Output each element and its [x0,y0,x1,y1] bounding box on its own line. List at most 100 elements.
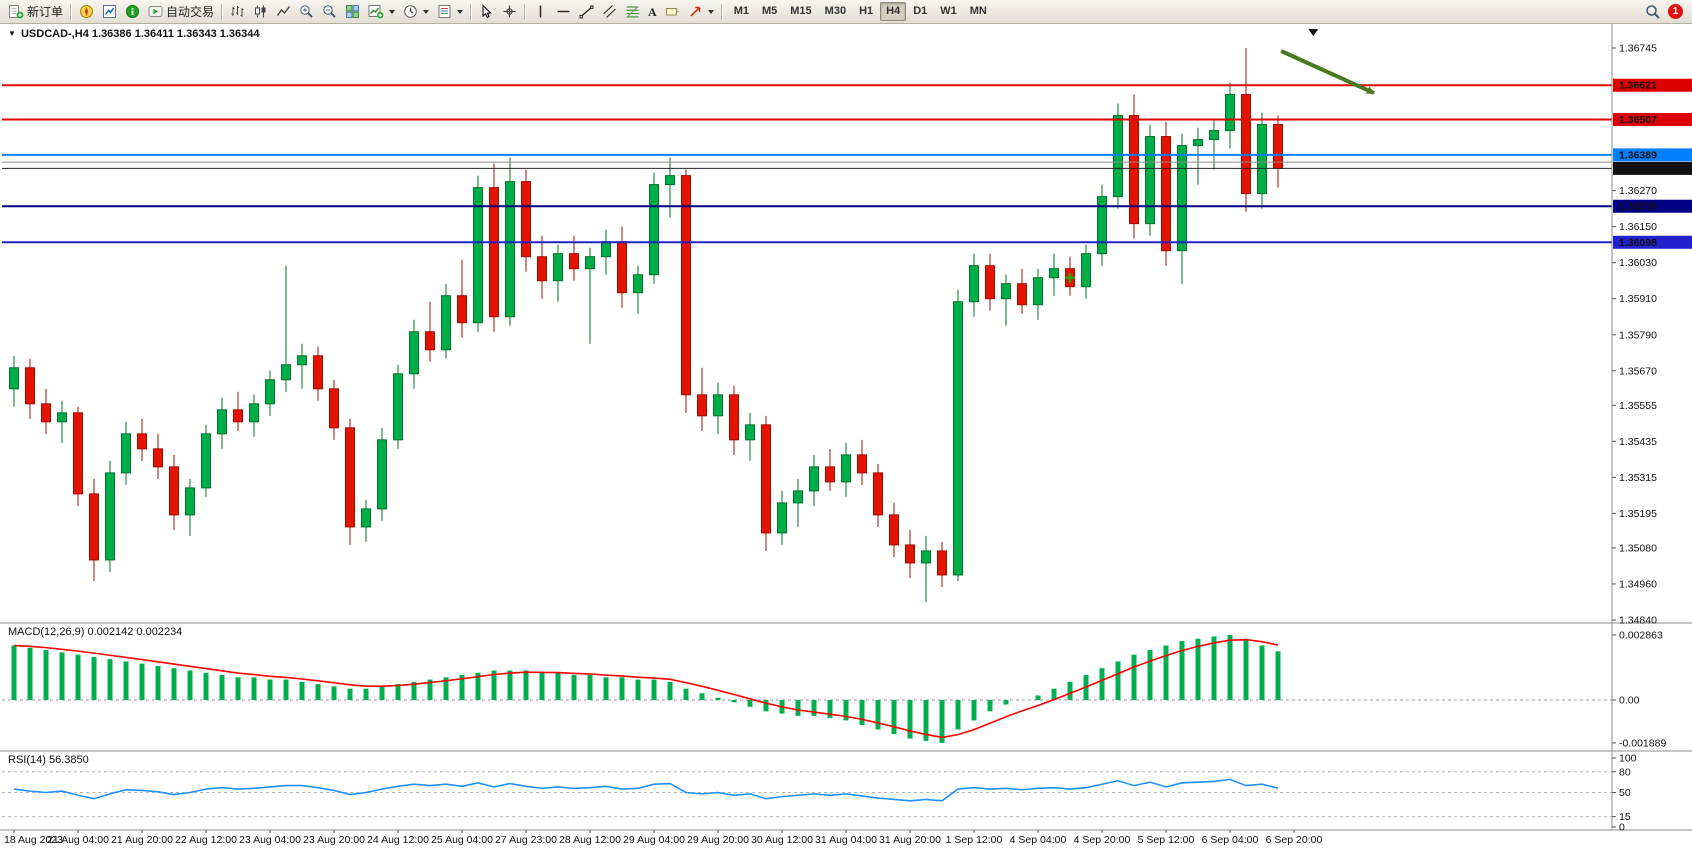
candle [1129,94,1139,239]
plus-marker [1065,272,1075,283]
candle [489,163,499,332]
candle [1081,244,1091,299]
candle [1225,82,1235,149]
horizontal-line-button[interactable] [552,1,575,23]
candle [681,169,691,413]
candle [713,382,723,434]
candle [121,421,131,485]
candle [825,448,835,491]
candle [393,364,403,449]
trendline-button[interactable] [575,1,598,23]
toolbar-separator [221,3,224,20]
line-chart-button[interactable] [272,1,295,23]
candlestick-chart-button[interactable] [249,1,272,23]
time-axis-label: 30 Aug 12:00 [751,834,813,846]
timeframe-group: M1 M5 M15 M30 H1 H4 D1 W1 MN [728,2,993,21]
price-axis-label: 1.35435 [1619,436,1657,448]
candle [425,301,435,362]
compass-icon [80,5,94,18]
candle [169,454,179,530]
candle [73,406,83,506]
periods-button[interactable] [399,1,433,23]
cursor-button[interactable] [475,1,498,23]
notification-badge[interactable]: 1 [1668,4,1683,19]
tile-windows-icon [346,5,360,19]
price-axis-label: 1.35790 [1619,329,1657,341]
indicators-button[interactable] [364,1,399,23]
price-line-badge [1613,78,1692,92]
market-watch-button[interactable] [98,1,121,23]
candle [297,343,307,389]
candle [9,355,19,407]
price-axis-label: 1.36030 [1619,257,1657,269]
rsi-axis-label: 15 [1619,811,1631,823]
candle [473,175,483,332]
candle [889,502,899,557]
toolbar-separator [524,3,527,20]
fibonacci-button[interactable] [621,1,644,23]
timeframe-button-h1[interactable]: H1 [859,5,874,17]
main-toolbar: 新订单 自动交易 A M1 M5 M15 M30 H1 H4 D1 W1 MN 1 [0,0,1692,24]
rsi-axis-label: 0 [1619,822,1625,834]
text-button[interactable]: A [644,1,661,23]
time-axis-label: 1 Sep 12:00 [946,834,1003,846]
green-arrow-annotation[interactable] [1280,49,1375,95]
price-axis-label: 1.35315 [1619,472,1657,484]
toolbar-separator [470,3,473,20]
zoom-out-button[interactable] [318,1,341,23]
horizontal-line-icon [557,10,570,13]
fibonacci-icon [626,6,639,18]
timeframe-button-m30[interactable]: M30 [824,5,847,17]
candle [905,529,915,578]
timeframe-button-d1[interactable]: D1 [913,5,928,17]
chevron-down-icon [707,9,714,14]
arrow-tool-icon [690,6,700,17]
timeframe-button-h4[interactable]: H4 [880,2,907,21]
search-icon[interactable] [1645,4,1661,20]
templates-button[interactable] [433,1,467,23]
timeframe-button-m1[interactable]: M1 [733,5,749,17]
timeframe-button-m5[interactable]: M5 [761,5,778,17]
zoom-in-icon [300,5,313,18]
vertical-line-button[interactable] [529,1,552,23]
time-axis-label: 21 Aug 04:00 [47,834,109,846]
tile-windows-button[interactable] [341,1,364,23]
candle [105,460,115,572]
channel-button[interactable] [598,1,621,23]
timeframe-button-w1[interactable]: W1 [940,5,957,17]
macd-axis-label: 0.00 [1619,695,1640,707]
price-axis-label: 1.36745 [1619,43,1657,55]
macd-axis-label: 0.002863 [1619,630,1663,642]
candle [761,415,771,551]
arrows-button[interactable] [684,1,718,23]
autotrading-button[interactable]: 自动交易 [144,1,218,23]
crosshair-button[interactable] [498,1,521,23]
time-axis-label: 4 Sep 20:00 [1074,834,1131,846]
bar-chart-button[interactable] [226,1,249,23]
macd-histogram [11,635,1281,743]
label-button[interactable] [661,1,684,23]
rsi-axis-label: 80 [1619,766,1631,778]
time-axis-label: 29 Aug 04:00 [623,834,685,846]
price-axis-label: 1.34960 [1619,578,1657,590]
timeframe-button-mn[interactable]: MN [969,5,987,17]
candle [745,412,755,461]
top-triangle-marker [1308,29,1319,36]
label-icon [665,8,679,16]
metaeditor-button[interactable] [75,1,98,23]
candle [1177,133,1187,284]
zoom-in-button[interactable] [295,1,318,23]
candle [985,253,995,311]
price-line-badge-label: 1.36507 [1619,114,1657,126]
data-window-button[interactable] [121,1,144,23]
timeframe-button-m15[interactable]: M15 [790,5,812,17]
candle [409,319,419,389]
candle [809,454,819,506]
new-order-button[interactable]: 新订单 [4,1,67,23]
price-chart[interactable]: 1.36745 1.36270 1.36150 1.36030 1.35910 1.357… [0,24,1692,852]
time-axis-label: 29 Aug 20:00 [687,834,749,846]
toolbar-separator [720,3,723,20]
candle [249,394,259,437]
price-line-badge [1613,161,1692,175]
cursor-icon [482,4,492,18]
